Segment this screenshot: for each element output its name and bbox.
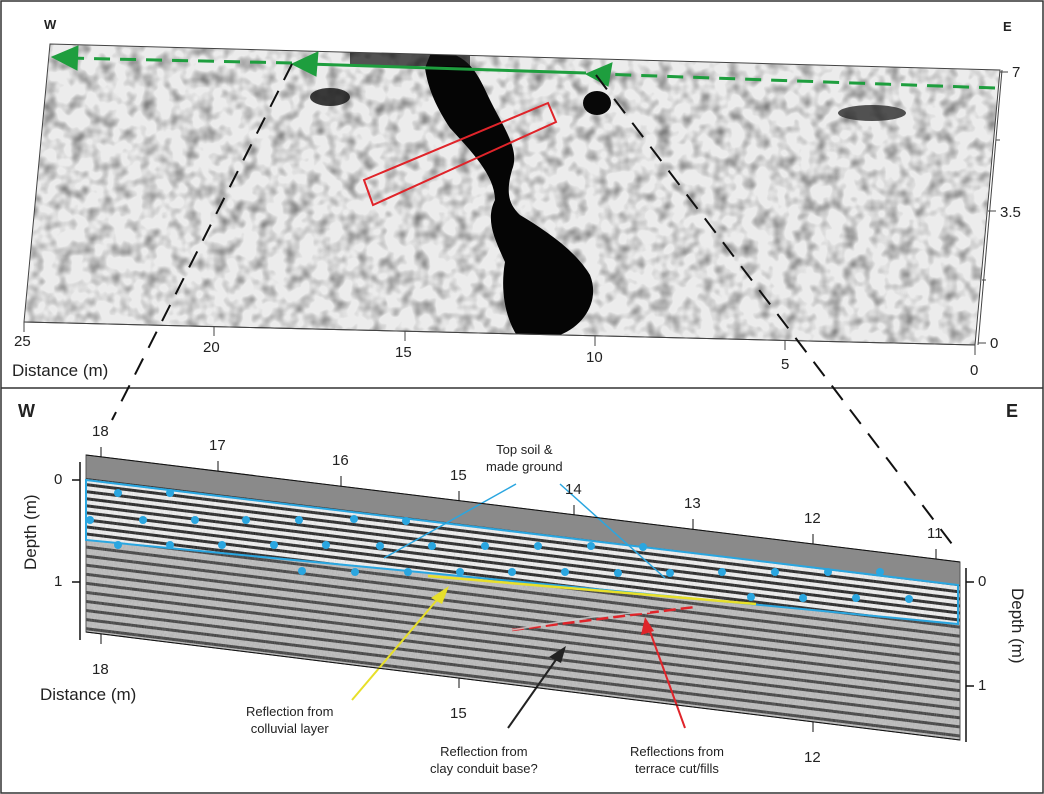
left-depth-axis [72, 462, 81, 640]
clay-leader [507, 646, 566, 729]
topsoil-dots [86, 489, 913, 603]
top-x-tick-label: 25 [14, 333, 31, 350]
surface-band [86, 455, 960, 585]
colluvial-annotation: Reflection from colluvial layer [246, 704, 334, 736]
radargram-top-tick: 15 [450, 467, 467, 484]
radargram-bottom-tick: 15 [450, 705, 467, 722]
radargram-top-tick: 13 [684, 495, 701, 512]
dark-spot [583, 91, 611, 115]
radargram-bottom-tick: 12 [804, 749, 821, 766]
top-x-tick-label: 20 [203, 339, 220, 356]
radargram-top-tick: 14 [565, 481, 582, 498]
top-y-tick-label: 3.5 [1000, 204, 1021, 221]
radargram-bottom-tick: 18 [92, 661, 109, 678]
right-depth-tick: 0 [978, 573, 987, 590]
conduit-anomaly [425, 50, 594, 340]
top-y-tick-label: 7 [1012, 64, 1021, 81]
top-x-tick-label: 10 [586, 349, 603, 366]
radargram-top-tick: 12 [804, 510, 821, 527]
top-x-tick-label: 0 [970, 362, 979, 379]
left-depth-tick: 0 [54, 471, 63, 488]
terrace-leader [641, 617, 686, 729]
connector-lines [111, 63, 959, 553]
right-depth-axis [965, 568, 974, 742]
top-x-tick-label: 15 [395, 344, 412, 361]
top-y-tick-label: 0 [990, 335, 999, 352]
radargram-top-tick: 11 [927, 525, 943, 542]
traverse-arrow [50, 45, 996, 90]
radargram-distance-title: Distance (m) [40, 685, 137, 704]
right-depth-title: Depth (m) [1008, 588, 1027, 664]
radargram-top-axis [85, 447, 961, 563]
dark-spot [310, 88, 350, 106]
topsoil-annotation: Top soil & made ground [486, 442, 563, 474]
left-depth-tick: 1 [54, 573, 63, 590]
time-slice-image [24, 44, 1000, 345]
colluvial-leader [351, 586, 449, 701]
clay-annotation: Reflection from clay conduit base? [430, 744, 538, 776]
terrace-reflector [511, 605, 696, 632]
left-depth-title: Depth (m) [21, 494, 40, 570]
topsoil-leaders [383, 483, 666, 579]
right-depth-tick: 1 [978, 677, 987, 694]
top-y-axis [977, 69, 1008, 346]
radargram [86, 455, 960, 740]
top-x-axis [23, 321, 976, 355]
feature-box [362, 101, 558, 207]
top-east-label: E [1003, 19, 1012, 34]
radargram-top-tick: 18 [92, 423, 109, 440]
terrace-annotation: Reflections from terrace cut/fills [630, 744, 724, 776]
colluvial-reflector [427, 574, 757, 606]
top-x-tick-label: 5 [781, 356, 790, 373]
radargram-top-tick: 17 [209, 437, 226, 454]
radargram-bottom-axis [85, 631, 961, 741]
bottom-west-label: W [18, 401, 35, 421]
bottom-east-label: E [1006, 401, 1019, 421]
dark-spot [838, 105, 906, 121]
top-x-axis-title: Distance (m) [12, 361, 109, 380]
top-west-label: W [44, 17, 57, 32]
radargram-top-tick: 16 [332, 452, 349, 469]
